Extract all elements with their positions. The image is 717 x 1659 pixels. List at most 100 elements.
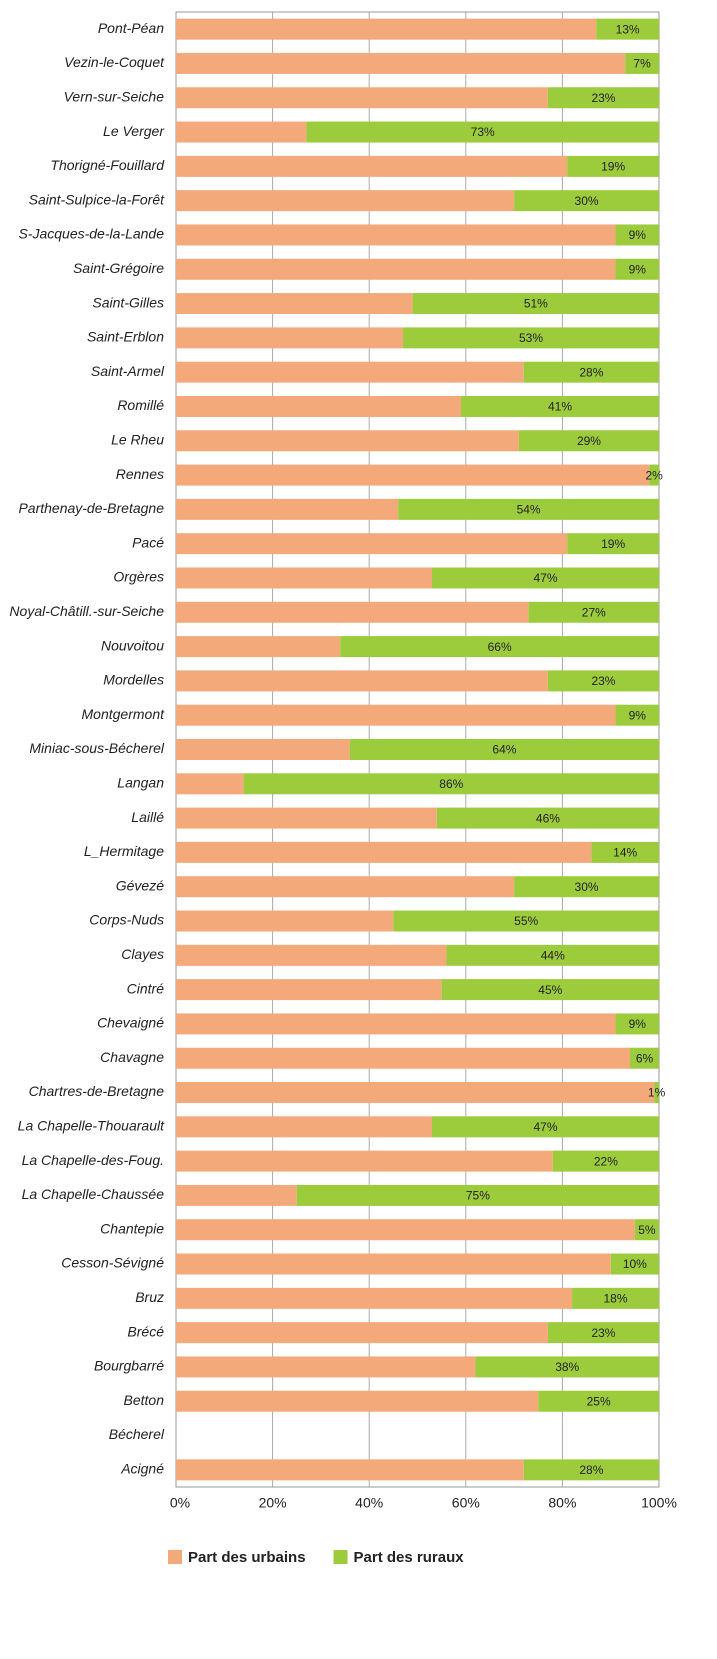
- y-tick-label: Vezin-le-Coquet: [64, 54, 165, 70]
- bar-segment: [176, 498, 399, 520]
- data-label: 86%: [439, 777, 463, 791]
- data-label: 27%: [582, 605, 606, 619]
- bar-segment: [547, 1322, 659, 1344]
- y-tick-label: La Chapelle-des-Foug.: [22, 1152, 164, 1168]
- bar-segment: [176, 1047, 631, 1069]
- bar-segment: [340, 636, 659, 658]
- y-tick-label: Cesson-Sévigné: [61, 1255, 164, 1271]
- bar-segment: [572, 1287, 659, 1309]
- bar-segment: [431, 1116, 659, 1138]
- y-tick-label: Saint-Gilles: [92, 294, 164, 310]
- y-tick-label: Thorigné-Fouillard: [50, 157, 165, 173]
- bar-segment: [591, 841, 659, 863]
- data-label: 10%: [623, 1257, 647, 1271]
- bar-segment: [446, 944, 659, 966]
- bar-segment: [523, 361, 659, 383]
- y-tick-label: Pacé: [132, 534, 164, 550]
- y-tick-label: Bourgbarré: [94, 1358, 164, 1374]
- y-tick-label: Le Verger: [103, 123, 165, 139]
- bar-segment: [518, 430, 659, 452]
- bar-segment: [460, 395, 659, 417]
- y-tick-label: Noyal-Châtill.-sur-Seiche: [9, 603, 164, 619]
- bar-segment: [514, 876, 659, 898]
- y-tick-label: La Chapelle-Thouarault: [18, 1118, 165, 1134]
- bar-segment: [176, 190, 515, 212]
- data-label: 7%: [633, 57, 651, 71]
- bar-segment: [176, 910, 394, 932]
- bar-segment: [176, 773, 244, 795]
- bar-segment: [176, 739, 350, 760]
- y-tick-label: Laillé: [131, 809, 164, 825]
- bar-segment: [634, 1219, 659, 1241]
- bar-segment: [176, 1150, 553, 1172]
- bar-segment: [547, 87, 659, 109]
- data-label: 51%: [524, 297, 548, 311]
- bar-segment: [176, 327, 404, 349]
- bar-segment: [398, 498, 659, 520]
- bar-segment: [176, 1013, 616, 1035]
- bar-segment: [514, 190, 659, 212]
- data-label: 29%: [577, 434, 601, 448]
- bar-segment: [176, 1287, 573, 1309]
- bar-segment: [610, 1253, 659, 1275]
- bar-segment: [615, 704, 659, 726]
- data-label: 9%: [629, 262, 647, 276]
- data-label: 28%: [579, 365, 603, 379]
- legend-label: Part des ruraux: [354, 1549, 465, 1566]
- x-tick-label: 60%: [452, 1495, 480, 1511]
- y-tick-label: Chartres-de-Bretagne: [29, 1083, 165, 1099]
- data-label: 55%: [514, 914, 538, 928]
- data-label: 2%: [645, 468, 663, 482]
- bar-segment: [176, 395, 461, 417]
- bar-segment: [176, 567, 432, 589]
- bar-segment: [436, 807, 659, 829]
- bar-segment: [176, 1082, 655, 1104]
- bar-segment: [567, 533, 659, 555]
- data-label: 46%: [536, 811, 560, 825]
- data-label: 13%: [616, 22, 640, 36]
- data-label: 1%: [648, 1086, 666, 1100]
- bar-segment: [176, 1116, 432, 1138]
- data-label: 19%: [601, 537, 625, 551]
- bar-segment: [349, 739, 659, 760]
- data-label: 23%: [591, 674, 615, 688]
- data-label: 22%: [594, 1154, 618, 1168]
- data-label: 53%: [519, 331, 543, 345]
- bar-segment: [176, 1253, 611, 1275]
- y-tick-label: Vern-sur-Seiche: [64, 88, 165, 104]
- bar-segment: [552, 1150, 659, 1172]
- bar-segment: [176, 258, 616, 280]
- bar-segment: [176, 430, 519, 452]
- bar-segment: [176, 293, 413, 315]
- bar-segment: [176, 704, 616, 726]
- bar-segment: [176, 1322, 548, 1344]
- data-label: 47%: [533, 1120, 557, 1134]
- bar-segment: [528, 601, 659, 623]
- legend-swatch: [333, 1550, 348, 1564]
- data-label: 9%: [629, 228, 647, 242]
- bar-segment: [176, 121, 307, 143]
- x-tick-label: 0%: [170, 1495, 190, 1511]
- data-label: 9%: [629, 708, 647, 722]
- y-tick-label: Mordelles: [103, 672, 164, 688]
- bar-segment: [176, 1390, 539, 1412]
- bar-segment: [306, 121, 659, 143]
- bar-segment: [176, 944, 447, 966]
- bar-segment: [567, 155, 659, 177]
- data-label: 66%: [488, 640, 512, 654]
- bar-segment: [176, 636, 341, 658]
- x-tick-label: 40%: [355, 1495, 383, 1511]
- data-label: 30%: [575, 194, 599, 208]
- bar-segment: [176, 876, 515, 898]
- y-tick-label: Orgères: [113, 569, 164, 585]
- data-label: 73%: [471, 125, 495, 139]
- data-label: 38%: [555, 1360, 579, 1374]
- y-tick-label: Romillé: [117, 397, 164, 413]
- bar-segment: [615, 1013, 659, 1035]
- data-label: 28%: [579, 1463, 603, 1477]
- x-tick-label: 80%: [548, 1495, 576, 1511]
- legend-label: Part des urbains: [188, 1549, 306, 1566]
- y-tick-label: Parthenay-de-Bretagne: [18, 500, 164, 516]
- bar-segment: [176, 1184, 297, 1206]
- y-tick-label: Corps-Nuds: [89, 912, 164, 928]
